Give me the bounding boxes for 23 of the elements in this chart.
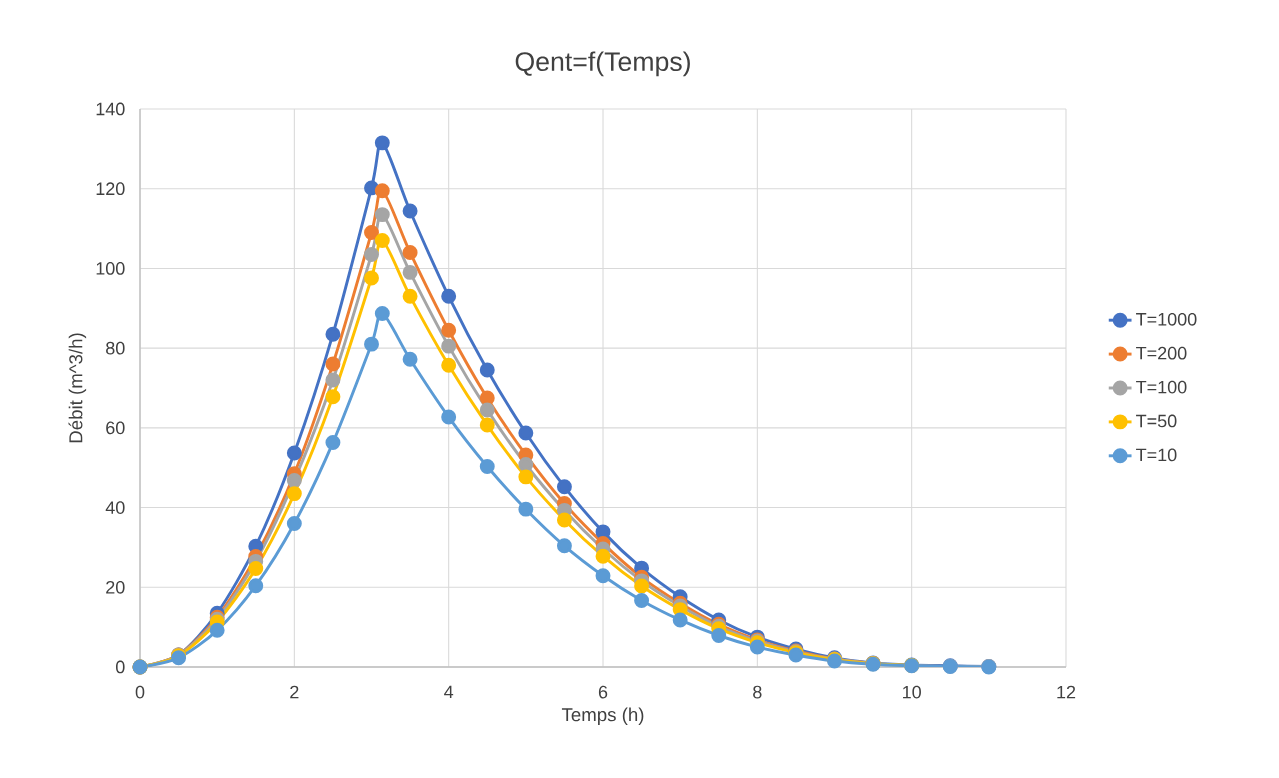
y-tick-label: 140 — [96, 102, 125, 116]
x-tick-label: 2 — [290, 685, 299, 699]
y-tick-label: 60 — [106, 421, 125, 435]
y-tick-label: 80 — [106, 341, 125, 355]
y-tick-label: 100 — [96, 262, 125, 275]
y-tick-label: 20 — [106, 580, 125, 594]
legend-label: T=10 — [1136, 448, 1177, 462]
legend-label: T=1000 — [1136, 312, 1197, 326]
x-tick-label: 4 — [444, 685, 454, 699]
legend-label: T=100 — [1136, 380, 1187, 394]
x-tick-label: 12 — [1057, 685, 1076, 699]
legend-label: T=200 — [1136, 346, 1187, 360]
y-axis-title: Débit (m^3/h) — [68, 333, 87, 443]
x-axis-title: Temps (h) — [561, 707, 644, 725]
x-tick-label: 0 — [135, 685, 145, 699]
chart-title: Qent=f(Temps) — [515, 51, 690, 77]
y-tick-label: 0 — [116, 660, 125, 674]
x-tick-label: 6 — [598, 685, 608, 699]
legend-label: T=50 — [1136, 414, 1177, 428]
x-tick-label: 10 — [903, 685, 921, 699]
y-tick-label: 120 — [96, 182, 125, 196]
y-tick-label: 40 — [105, 501, 125, 514]
x-tick-label: 8 — [753, 685, 762, 699]
